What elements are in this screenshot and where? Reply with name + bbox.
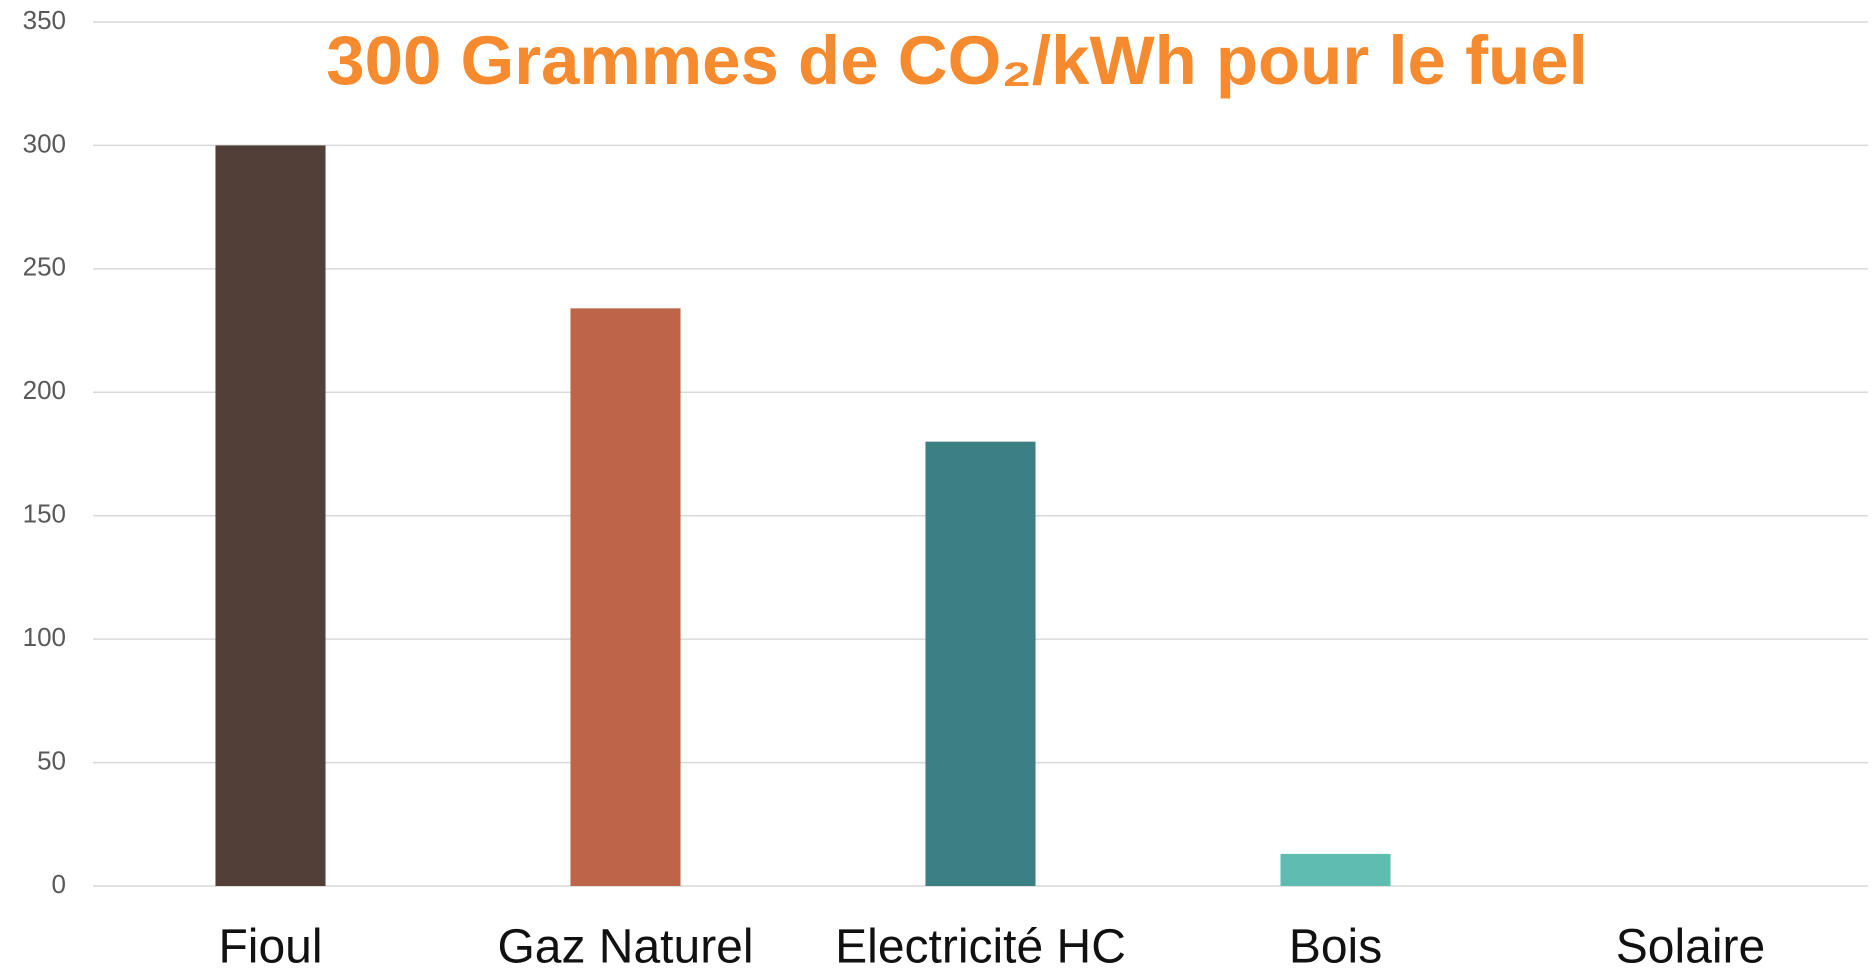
bar [215, 145, 326, 886]
chart-title: 300 Grammes de CO₂/kWh pour le fuel [326, 22, 1588, 99]
bar [925, 441, 1036, 886]
x-tick-label: Gaz Naturel [497, 921, 753, 974]
x-tick-label: Electricité HC [835, 921, 1126, 974]
bar [570, 308, 681, 887]
bar [1280, 853, 1391, 886]
y-tick-label: 50 [37, 745, 66, 775]
y-tick-label: 150 [23, 499, 66, 529]
y-tick-label: 0 [52, 869, 66, 899]
x-tick-label: Bois [1289, 921, 1382, 974]
x-tick-label: Solaire [1616, 921, 1765, 974]
y-tick-label: 350 [23, 5, 66, 35]
y-tick-label: 200 [23, 375, 66, 405]
y-tick-label: 300 [23, 128, 66, 158]
x-tick-label: Fioul [218, 921, 322, 974]
y-tick-label: 250 [23, 252, 66, 282]
y-tick-label: 100 [23, 622, 66, 652]
